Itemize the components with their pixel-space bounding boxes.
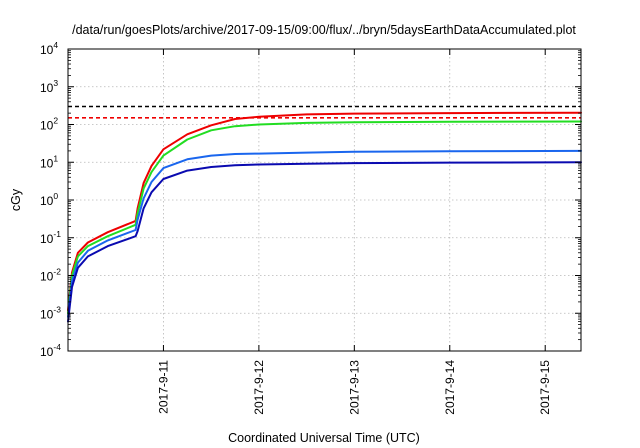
y-tick-label: 100 xyxy=(40,191,58,208)
x-tick-label: 2017-9-14 xyxy=(443,360,457,415)
grid xyxy=(68,49,581,351)
series-layer xyxy=(67,105,582,323)
y-tick-label: 10-2 xyxy=(40,267,61,284)
x-axis-label: Coordinated Universal Time (UTC) xyxy=(228,431,420,445)
y-tick-label: 101 xyxy=(40,153,58,170)
series-line xyxy=(67,161,582,323)
y-tick-label: 10-3 xyxy=(40,304,61,321)
plot-frame xyxy=(67,48,582,352)
series-line xyxy=(67,120,582,315)
series-line xyxy=(67,111,582,312)
x-tick-label: 2017-9-12 xyxy=(252,360,266,415)
axes: 10-4 10-3 10-2 10-1 100 101 102 103 104 2017-9-11… xyxy=(40,40,582,415)
y-tick-label: 103 xyxy=(40,78,58,95)
x-tick-label: 2017-9-11 xyxy=(156,360,170,414)
y-axis-label: cGy xyxy=(9,188,23,211)
x-tick-label: 2017-9-15 xyxy=(538,360,552,415)
y-tick-label: 104 xyxy=(40,40,58,57)
y-tick-label: 102 xyxy=(40,116,58,133)
y-tick-label: 10-4 xyxy=(40,342,61,359)
chart-title: /data/run/goesPlots/archive/2017-09-15/0… xyxy=(72,23,576,37)
y-tick-label: 10-1 xyxy=(40,229,61,246)
series-line xyxy=(67,149,582,318)
x-tick-label: 2017-9-13 xyxy=(347,360,361,415)
